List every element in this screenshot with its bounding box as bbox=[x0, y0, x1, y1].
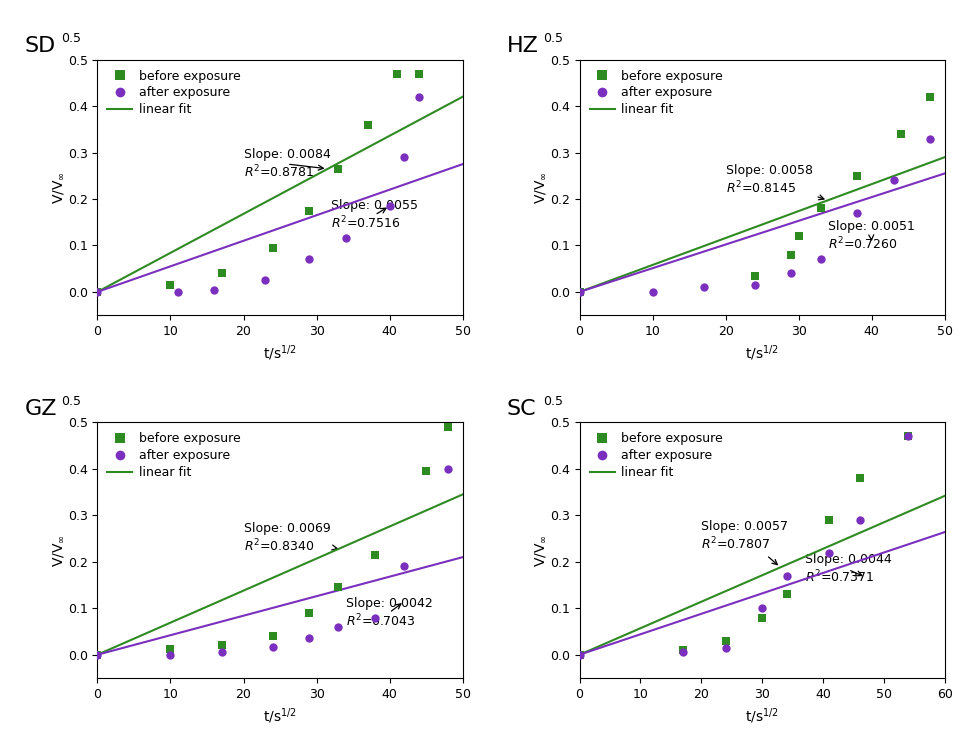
Point bbox=[747, 279, 763, 291]
Point bbox=[849, 170, 865, 182]
Text: Slope: 0.0055
$R^2$=0.7516: Slope: 0.0055 $R^2$=0.7516 bbox=[331, 199, 418, 231]
Point bbox=[754, 602, 769, 614]
Point bbox=[440, 421, 456, 433]
Text: SC: SC bbox=[506, 399, 536, 419]
Point bbox=[922, 133, 938, 145]
Point bbox=[214, 267, 230, 279]
Point bbox=[302, 205, 318, 217]
Point bbox=[206, 284, 222, 296]
Point bbox=[419, 466, 434, 478]
Point bbox=[572, 649, 587, 661]
Point bbox=[265, 242, 281, 254]
Text: 0.5: 0.5 bbox=[61, 395, 82, 408]
Point bbox=[367, 612, 383, 624]
Point bbox=[893, 128, 909, 140]
Point bbox=[265, 630, 281, 642]
Point bbox=[440, 463, 456, 475]
Point bbox=[265, 641, 281, 653]
Point bbox=[886, 174, 902, 186]
Point bbox=[812, 253, 828, 265]
Point bbox=[214, 647, 230, 659]
Point bbox=[411, 91, 427, 103]
Point bbox=[163, 279, 178, 291]
Text: 0.5: 0.5 bbox=[543, 32, 564, 45]
Point bbox=[922, 91, 938, 103]
Point bbox=[331, 621, 347, 633]
Point bbox=[214, 639, 230, 651]
Point bbox=[359, 118, 375, 130]
Y-axis label: V/V$_\infty$: V/V$_\infty$ bbox=[534, 534, 548, 567]
Point bbox=[169, 286, 185, 298]
Point bbox=[779, 589, 795, 600]
Point bbox=[338, 232, 354, 244]
Legend: before exposure, after exposure, linear fit: before exposure, after exposure, linear … bbox=[103, 66, 244, 120]
Point bbox=[331, 581, 347, 593]
Point bbox=[783, 267, 799, 279]
Text: Slope: 0.0044
$R^2$=0.7371: Slope: 0.0044 $R^2$=0.7371 bbox=[805, 554, 891, 586]
X-axis label: t/s$^{1/2}$: t/s$^{1/2}$ bbox=[745, 706, 779, 726]
Point bbox=[851, 472, 868, 484]
Text: Slope: 0.0069
$R^2$=0.8340: Slope: 0.0069 $R^2$=0.8340 bbox=[244, 522, 337, 554]
Point bbox=[718, 635, 733, 647]
Legend: before exposure, after exposure, linear fit: before exposure, after exposure, linear … bbox=[103, 428, 244, 483]
Text: Slope: 0.0084
$R^2$=0.8781: Slope: 0.0084 $R^2$=0.8781 bbox=[244, 148, 330, 180]
Point bbox=[695, 282, 711, 294]
Point bbox=[754, 612, 769, 624]
Point bbox=[572, 286, 587, 298]
Point bbox=[411, 68, 427, 80]
Point bbox=[900, 431, 916, 443]
Point bbox=[747, 270, 763, 282]
Point bbox=[302, 253, 318, 265]
X-axis label: t/s$^{1/2}$: t/s$^{1/2}$ bbox=[745, 343, 779, 363]
Point bbox=[90, 286, 105, 298]
Point bbox=[821, 514, 837, 526]
Text: Slope: 0.0042
$R^2$=0.7043: Slope: 0.0042 $R^2$=0.7043 bbox=[346, 597, 432, 629]
Point bbox=[382, 200, 397, 212]
Y-axis label: V/V$_\infty$: V/V$_\infty$ bbox=[534, 171, 548, 203]
Point bbox=[163, 643, 178, 655]
Text: SD: SD bbox=[24, 36, 56, 56]
Point bbox=[302, 633, 318, 644]
Point bbox=[396, 560, 412, 572]
Y-axis label: V/V$_\infty$: V/V$_\infty$ bbox=[52, 171, 66, 203]
Point bbox=[572, 649, 587, 661]
Point bbox=[783, 249, 799, 261]
Point bbox=[302, 607, 318, 619]
Point bbox=[812, 203, 828, 215]
Legend: before exposure, after exposure, linear fit: before exposure, after exposure, linear … bbox=[585, 66, 727, 120]
Point bbox=[821, 547, 837, 559]
Point bbox=[645, 286, 660, 298]
Text: 0.5: 0.5 bbox=[61, 32, 82, 45]
Point bbox=[396, 151, 412, 163]
Point bbox=[779, 570, 795, 582]
X-axis label: t/s$^{1/2}$: t/s$^{1/2}$ bbox=[263, 706, 297, 726]
Text: Slope: 0.0051
$R^2$=0.7260: Slope: 0.0051 $R^2$=0.7260 bbox=[828, 220, 915, 253]
Point bbox=[90, 286, 105, 298]
Point bbox=[572, 286, 587, 298]
Point bbox=[163, 649, 178, 661]
Y-axis label: V/V$_\infty$: V/V$_\infty$ bbox=[52, 534, 66, 567]
Text: 0.5: 0.5 bbox=[543, 395, 564, 408]
Point bbox=[90, 649, 105, 661]
Text: Slope: 0.0057
$R^2$=0.7807: Slope: 0.0057 $R^2$=0.7807 bbox=[701, 520, 788, 565]
Point bbox=[900, 431, 916, 443]
Legend: before exposure, after exposure, linear fit: before exposure, after exposure, linear … bbox=[585, 428, 727, 483]
Point bbox=[257, 274, 273, 286]
Point bbox=[675, 644, 691, 656]
Point bbox=[331, 163, 347, 175]
Point bbox=[851, 514, 868, 526]
Text: Slope: 0.0058
$R^2$=0.8145: Slope: 0.0058 $R^2$=0.8145 bbox=[726, 164, 824, 200]
Point bbox=[849, 207, 865, 219]
Text: HZ: HZ bbox=[506, 36, 539, 56]
Point bbox=[791, 230, 806, 242]
Point bbox=[389, 68, 405, 80]
Text: GZ: GZ bbox=[24, 399, 56, 419]
Point bbox=[675, 647, 691, 659]
X-axis label: t/s$^{1/2}$: t/s$^{1/2}$ bbox=[263, 343, 297, 363]
Point bbox=[718, 641, 733, 653]
Point bbox=[367, 549, 383, 561]
Point bbox=[90, 649, 105, 661]
